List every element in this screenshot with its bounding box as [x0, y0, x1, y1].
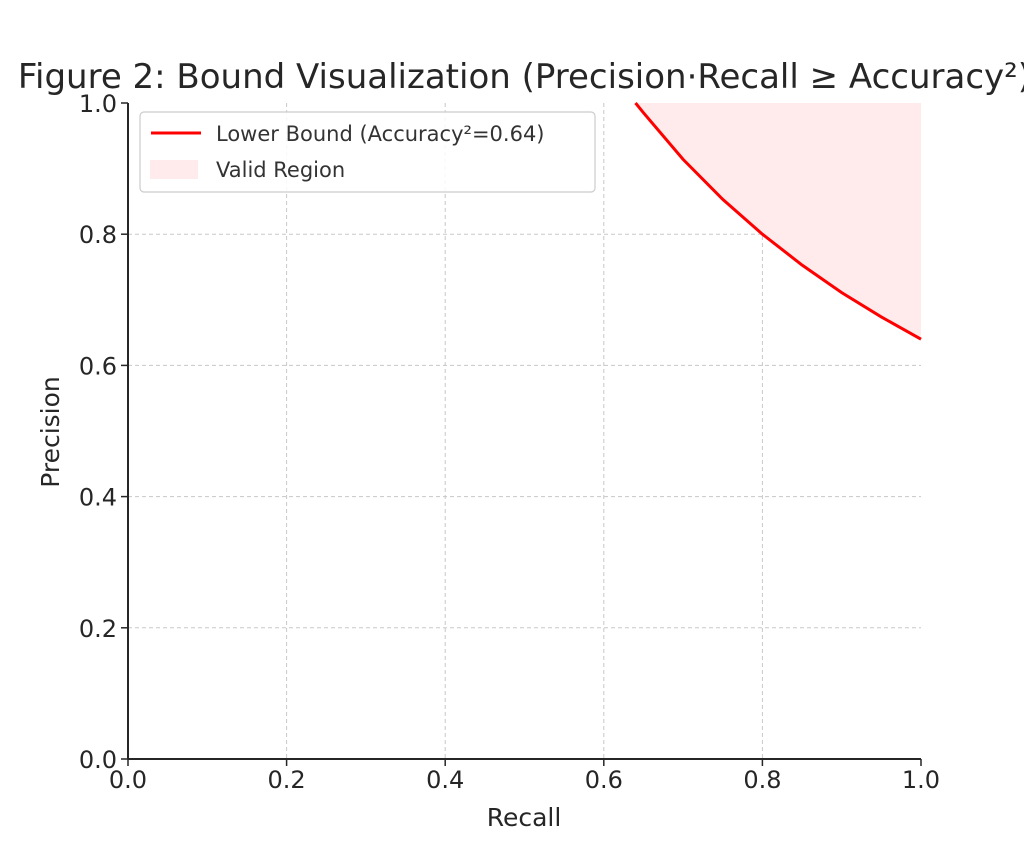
x-axis-label: Recall [487, 803, 562, 832]
x-tick-label: 0.2 [268, 766, 306, 794]
y-tick-label: 0.8 [79, 221, 117, 249]
plot-area: 0.0 0.2 0.4 0.6 0.8 1.0 0.0 0.2 0.4 0.6 0.8 1.0 [79, 90, 940, 794]
legend-label-lower-bound: Lower Bound (Accuracy²=0.64) [216, 122, 545, 146]
y-tick-label: 1.0 [79, 90, 117, 118]
legend-label-valid-region: Valid Region [216, 158, 345, 182]
y-axis-label: Precision [36, 376, 65, 488]
legend: Lower Bound (Accuracy²=0.64) Valid Regio… [139, 111, 596, 193]
x-tick-label: 0.8 [743, 766, 781, 794]
y-tick-label: 0.4 [79, 484, 117, 512]
x-tick-label: 0.6 [585, 766, 623, 794]
chart-title: Figure 2: Bound Visualization (Precision… [18, 57, 1024, 97]
x-axis-ticks: 0.0 0.2 0.4 0.6 0.8 1.0 [109, 759, 940, 794]
y-tick-label: 0.6 [79, 352, 117, 380]
legend-swatch-valid-region [150, 160, 198, 179]
y-tick-label: 0.0 [79, 746, 117, 774]
valid-region-fill [635, 103, 921, 340]
y-tick-label: 0.2 [79, 615, 117, 643]
x-tick-label: 0.0 [109, 766, 147, 794]
x-tick-label: 0.4 [426, 766, 464, 794]
axis-spines [127, 103, 921, 760]
x-tick-label: 1.0 [902, 766, 940, 794]
lower-bound-line [634, 102, 922, 341]
y-axis-ticks: 0.0 0.2 0.4 0.6 0.8 1.0 [79, 90, 128, 774]
legend-frame [139, 111, 596, 193]
